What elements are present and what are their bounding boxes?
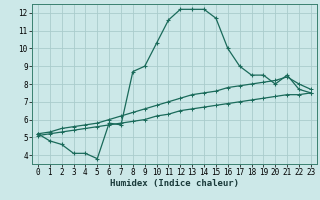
X-axis label: Humidex (Indice chaleur): Humidex (Indice chaleur)	[110, 179, 239, 188]
